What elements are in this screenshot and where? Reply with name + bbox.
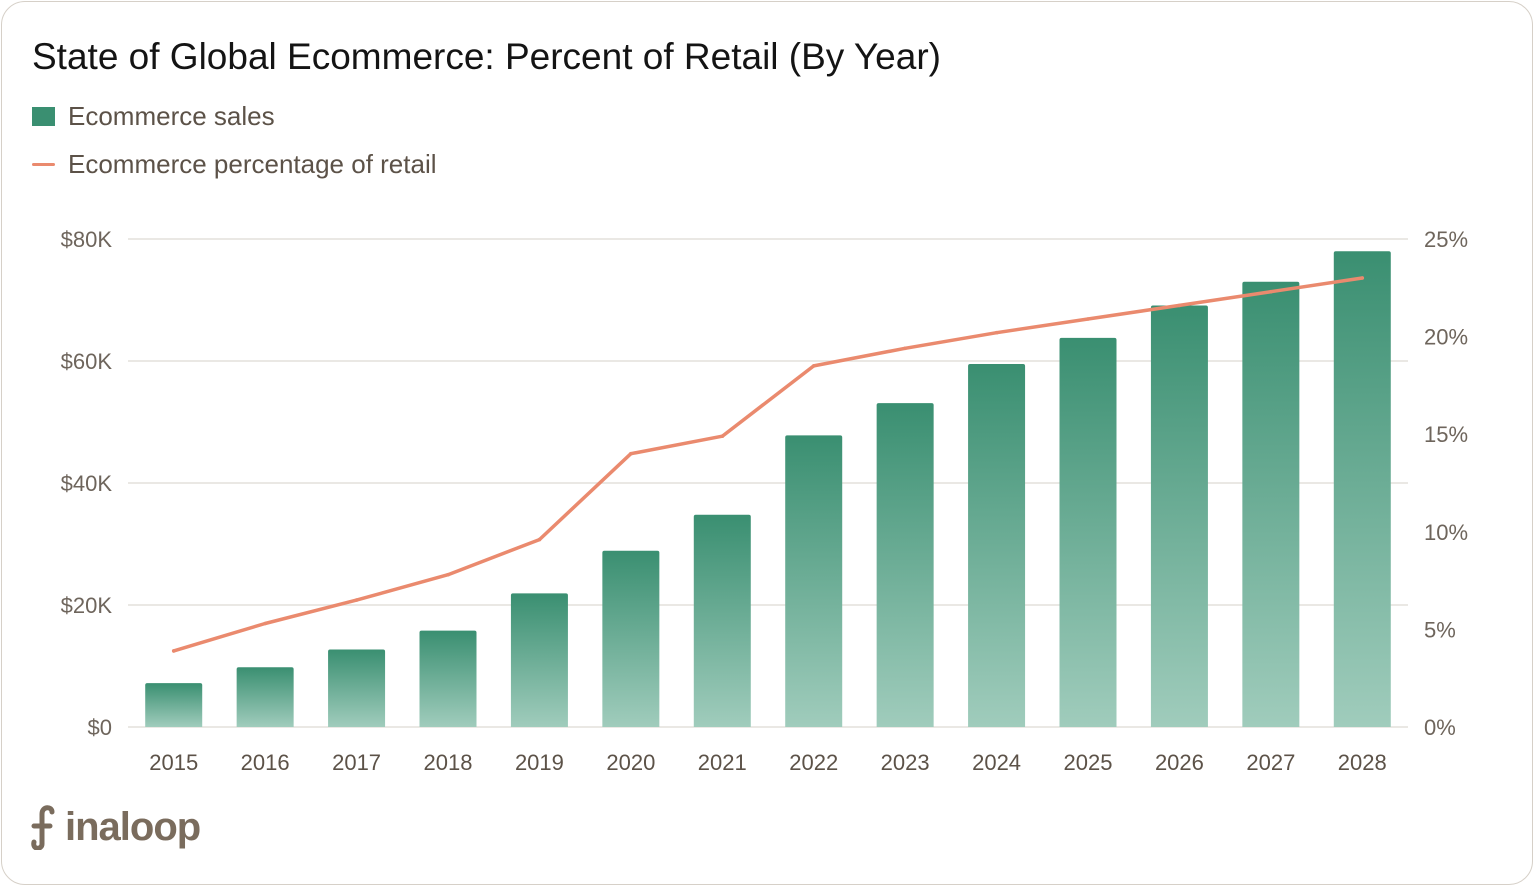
y-left-tick-label: $40K	[61, 471, 113, 496]
line-point-2022	[811, 364, 816, 368]
y-right-tick-label: 0%	[1424, 715, 1456, 740]
line-point-2021	[720, 434, 725, 439]
x-tick-label: 2028	[1338, 750, 1387, 775]
x-tick-label: 2022	[789, 750, 838, 775]
line-point-2023	[903, 346, 907, 351]
bar-2018	[419, 630, 477, 727]
bar-2017	[328, 649, 386, 727]
x-tick-label: 2020	[606, 750, 655, 775]
line-point-2024	[994, 330, 999, 335]
y-right-tick-label: 15%	[1424, 422, 1468, 447]
bar-2021	[693, 514, 751, 727]
line-point-2025	[1086, 317, 1090, 321]
line-point-2027	[1269, 289, 1273, 294]
y-left-tick-label: $60K	[61, 349, 113, 374]
x-tick-label: 2026	[1155, 750, 1204, 775]
x-tick-label: 2019	[515, 750, 564, 775]
bar-series	[145, 251, 1391, 727]
y-right-tick-label: 25%	[1424, 227, 1468, 252]
x-tick-label: 2015	[149, 750, 198, 775]
line-ecommerce-percentage	[171, 276, 1365, 653]
line-point-2015	[171, 649, 176, 653]
x-tick-label: 2016	[241, 750, 290, 775]
x-tick-label: 2025	[1064, 750, 1113, 775]
logo-text: inaloop	[65, 805, 201, 849]
axis-labels: $0 $20K $40K $60K $80K 0% 5% 10% 15% 20% 25% 2015 20…	[61, 227, 1468, 775]
bar-2026	[1150, 305, 1208, 727]
grid-lines	[128, 238, 1408, 728]
bar-2022	[785, 435, 843, 727]
legend-item-ecommerce-sales: Ecommerce sales	[32, 101, 275, 132]
x-tick-label: 2023	[881, 750, 930, 775]
y-left-tick-label: $0	[88, 715, 112, 740]
bar-2023	[876, 403, 934, 727]
chart-title: State of Global Ecommerce: Percent of Re…	[32, 36, 941, 77]
finaloop-logo: inaloop	[30, 804, 201, 850]
line-point-2026	[1177, 303, 1182, 308]
legend-item-ecommerce-percentage: Ecommerce percentage of retail	[32, 149, 437, 180]
x-tick-label: 2017	[332, 750, 381, 775]
legend-label-ecommerce-sales: Ecommerce sales	[68, 101, 275, 131]
bar-2024	[968, 364, 1026, 727]
bar-2020	[602, 550, 660, 727]
line-point-2017	[354, 598, 359, 602]
line-series	[171, 276, 1365, 653]
y-right-tick-label: 10%	[1424, 520, 1468, 545]
x-tick-label: 2027	[1246, 750, 1295, 775]
x-tick-label: 2021	[698, 750, 747, 775]
legend-label-ecommerce-percentage: Ecommerce percentage of retail	[68, 149, 437, 179]
bar-2015	[145, 683, 203, 727]
legend-swatch-bar	[32, 107, 55, 126]
x-tick-label: 2018	[424, 750, 473, 775]
line-point-2018	[446, 572, 450, 577]
y-left-tick-label: $20K	[61, 593, 113, 618]
bar-2016	[236, 667, 294, 727]
line-point-2016	[263, 621, 267, 626]
y-right-tick-label: 20%	[1424, 325, 1468, 350]
finaloop-f-icon	[31, 805, 55, 850]
legend-swatch-line	[32, 163, 55, 166]
y-left-tick-label: $80K	[61, 227, 113, 252]
bar-2025	[1059, 337, 1117, 727]
line-point-2020	[629, 451, 633, 456]
x-tick-label: 2024	[972, 750, 1021, 775]
y-right-tick-label: 5%	[1424, 617, 1456, 642]
line-point-2028	[1360, 276, 1365, 280]
line-point-2019	[537, 537, 542, 542]
bar-2019	[510, 593, 568, 727]
bar-2027	[1242, 281, 1300, 727]
bar-2028	[1333, 251, 1391, 727]
